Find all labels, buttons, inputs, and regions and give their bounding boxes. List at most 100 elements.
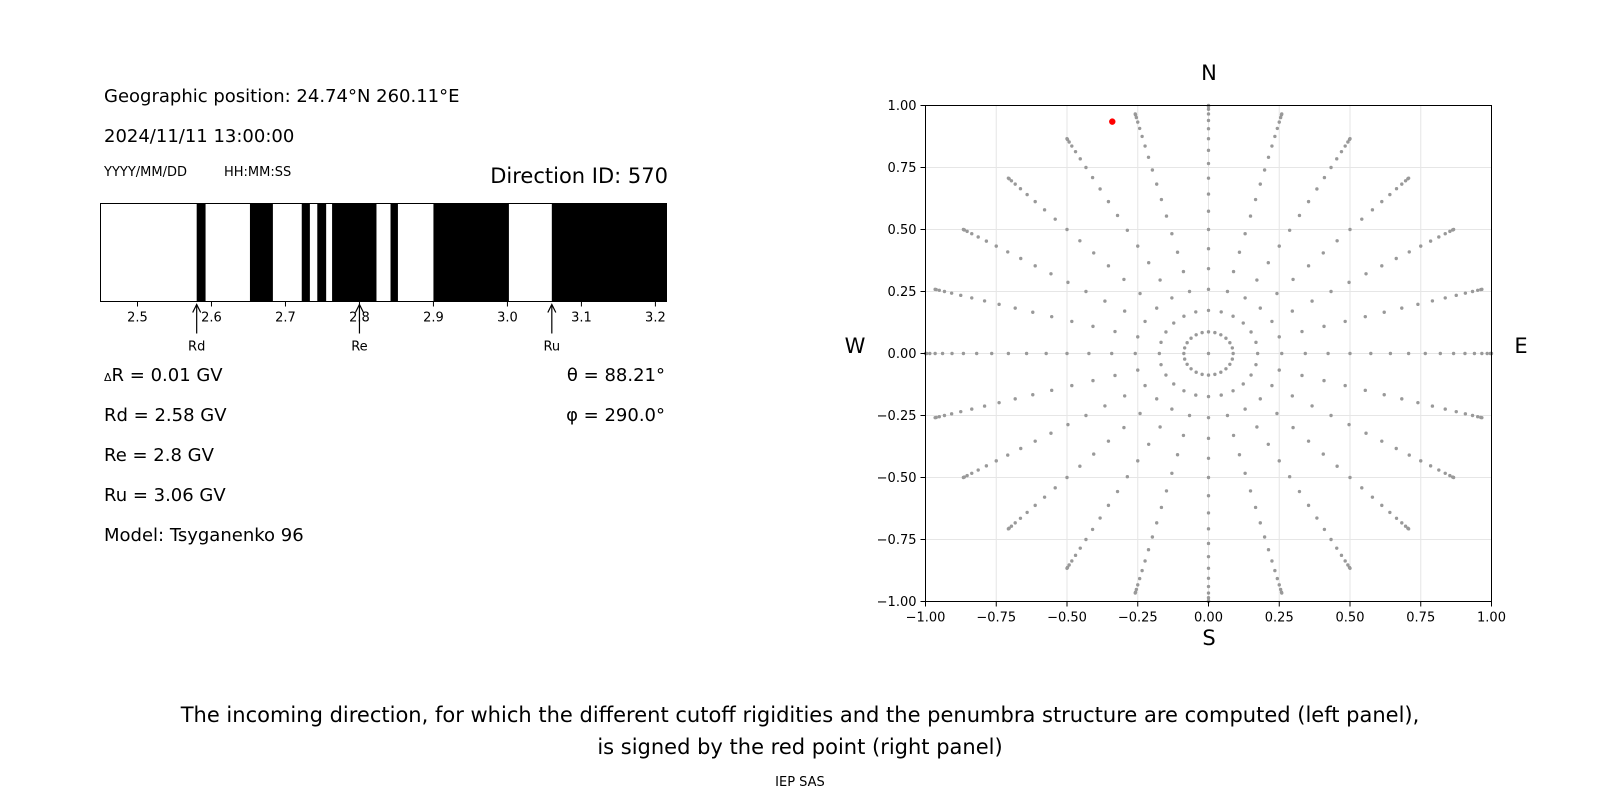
x-tick-label: 0.50: [1336, 611, 1365, 626]
direction-point: [1136, 335, 1140, 339]
penumbra-tick-label: 2.7: [275, 311, 296, 326]
direction-point: [1277, 120, 1281, 124]
direction-point: [1103, 299, 1107, 303]
direction-point: [1463, 412, 1468, 416]
direction-point: [1175, 250, 1180, 254]
rd-value: Rd = 2.58 GV: [104, 405, 227, 426]
direction-point: [1253, 505, 1258, 510]
direction-point: [1394, 516, 1399, 520]
direction-point: [1231, 351, 1235, 356]
credit-label: IEP SAS: [775, 775, 825, 790]
direction-point: [1380, 264, 1384, 268]
delta-r-value: ΔR = 0.01 GV: [104, 365, 223, 386]
direction-point: [1273, 134, 1277, 139]
direction-point: [1006, 527, 1011, 531]
direction-point: [1103, 404, 1107, 408]
direction-point: [1249, 330, 1253, 334]
direction-point: [1248, 489, 1253, 493]
direction-point: [1370, 495, 1375, 499]
direction-point: [1170, 296, 1174, 300]
direction-point: [1213, 372, 1217, 377]
direction-point: [1347, 422, 1351, 427]
direction-point: [1291, 425, 1295, 430]
direction-point: [1200, 372, 1204, 377]
direction-point: [1170, 407, 1174, 411]
direction-point: [1206, 161, 1211, 166]
direction-point: [1300, 373, 1304, 378]
y-tick-label: 0.75: [888, 161, 917, 176]
direction-point: [1258, 306, 1262, 310]
direction-point: [1013, 397, 1017, 401]
direction-point: [1347, 280, 1351, 285]
direction-point: [1230, 357, 1235, 361]
marker-arrowhead-rd: [192, 303, 202, 313]
direction-point: [1419, 244, 1423, 248]
direction-point: [1363, 314, 1367, 319]
direction-point: [1258, 397, 1262, 401]
direction-point: [1050, 388, 1054, 393]
y-tick-label: 0.50: [888, 223, 917, 238]
direction-point: [1033, 503, 1037, 508]
direction-point: [1335, 157, 1339, 161]
theta-value: θ = 88.21°: [566, 365, 665, 386]
forbidden-band: [196, 203, 206, 302]
direction-point: [1206, 541, 1211, 546]
selected-direction-point: [1109, 118, 1116, 125]
direction-point: [1322, 378, 1326, 383]
direction-point: [1150, 168, 1155, 172]
direction-point: [1013, 521, 1017, 525]
x-tick-label: 0.25: [1265, 611, 1294, 626]
direction-point: [1243, 296, 1247, 300]
penumbra-tick-label: 2.5: [127, 311, 148, 326]
direction-point: [1206, 330, 1211, 334]
direction-point: [1033, 264, 1037, 268]
direction-point: [959, 409, 963, 414]
direction-point: [1009, 179, 1014, 183]
direction-point: [1225, 289, 1230, 294]
direction-point: [1006, 250, 1010, 254]
direction-point: [1278, 587, 1283, 592]
direction-point: [1437, 235, 1441, 239]
direction-point: [1394, 256, 1398, 261]
direction-point: [1321, 251, 1325, 255]
direction-point: [1070, 383, 1074, 388]
direction-point: [1476, 415, 1480, 419]
direction-point: [1013, 182, 1017, 186]
direction-point: [1287, 474, 1292, 479]
direction-point: [1206, 415, 1211, 420]
direction-point: [1300, 329, 1304, 334]
direction-point: [1343, 319, 1347, 324]
direction-point: [1322, 527, 1327, 532]
direction-point: [1172, 382, 1176, 386]
direction-point: [1241, 321, 1245, 325]
direction-point: [942, 413, 947, 418]
direction-point: [1106, 199, 1111, 204]
direction-point: [1364, 272, 1368, 276]
y-tick-label: 0.25: [888, 285, 917, 300]
direction-point: [1423, 351, 1427, 356]
direction-point: [1443, 232, 1447, 236]
direction-point: [1310, 299, 1314, 303]
direction-point: [1206, 566, 1211, 570]
direction-point: [1360, 217, 1364, 221]
direction-point: [1335, 546, 1339, 550]
direction-point: [1164, 373, 1168, 377]
direction-point: [1206, 137, 1211, 141]
direction-point: [1266, 548, 1271, 552]
forbidden-band: [249, 203, 273, 302]
direction-point: [1388, 192, 1392, 197]
direction-point: [1370, 208, 1375, 212]
direction-point: [1369, 351, 1373, 356]
direction-point: [1400, 182, 1404, 186]
direction-point: [1451, 475, 1456, 480]
direction-point: [1364, 431, 1368, 435]
direction-point: [961, 351, 966, 356]
direction-point: [1280, 351, 1284, 356]
direction-point: [1185, 362, 1189, 367]
direction-point: [1009, 524, 1014, 528]
direction-point: [1206, 112, 1211, 116]
direction-point: [1138, 411, 1142, 416]
direction-point: [1322, 175, 1327, 180]
direction-point: [1443, 407, 1447, 411]
compass-south: S: [1202, 626, 1215, 650]
